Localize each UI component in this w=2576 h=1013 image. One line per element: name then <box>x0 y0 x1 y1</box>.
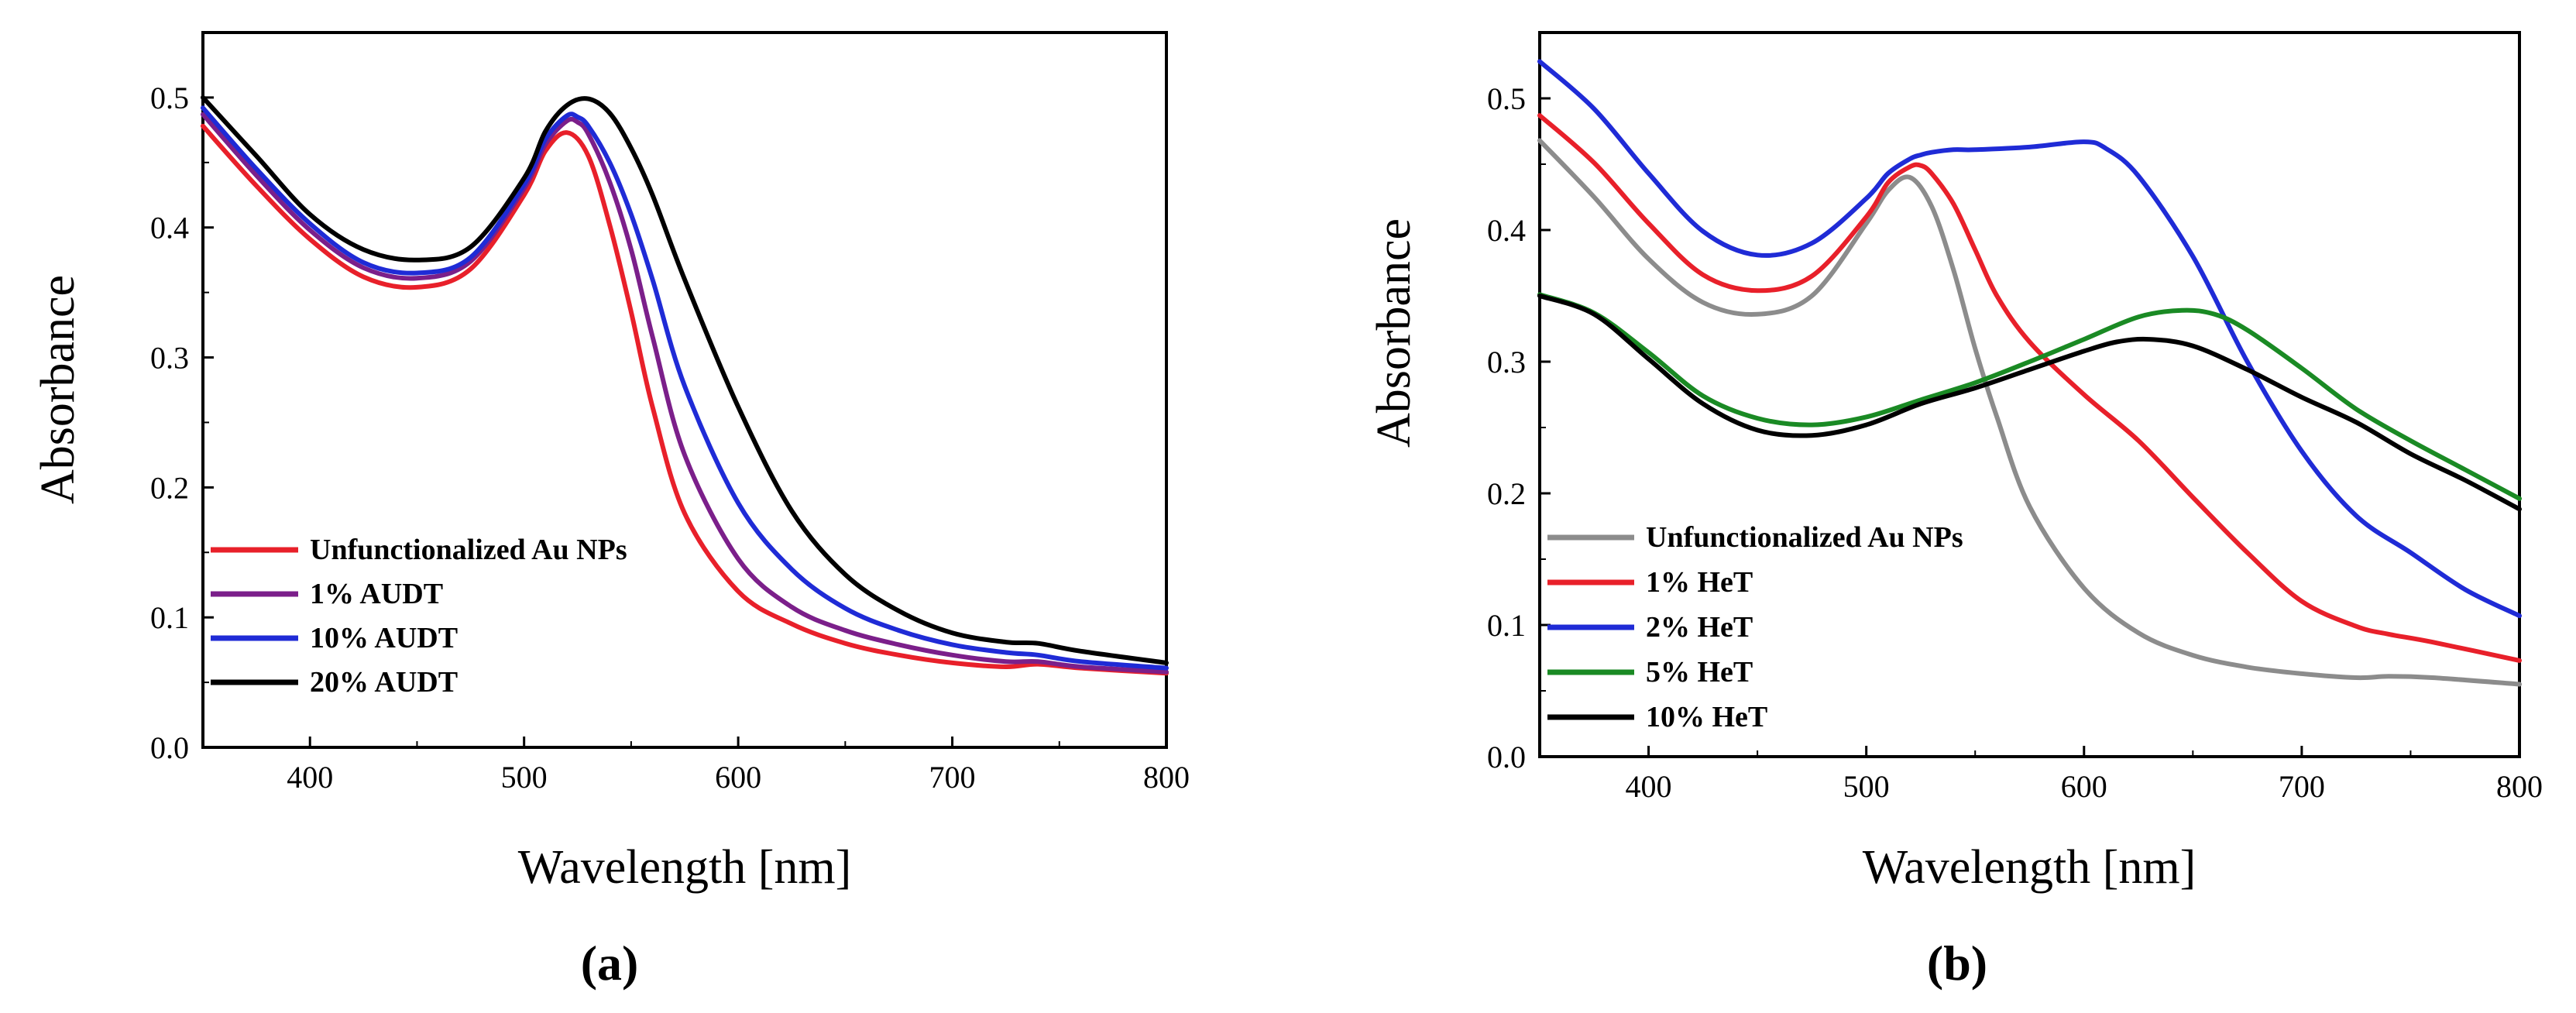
plot-frame-b <box>1538 31 2521 758</box>
x-tick-label: 600 <box>2061 769 2107 804</box>
y-axis-title-a: Absorbance <box>32 275 84 504</box>
x-axis-title-a: Wavelength [nm] <box>518 841 852 894</box>
y-tick-label: 0.5 <box>1487 81 1526 116</box>
y-tick-label: 0.1 <box>1487 608 1526 643</box>
legend-label-1: 1% HeT <box>1646 566 1753 599</box>
series-line-1 <box>1537 113 2522 663</box>
y-axis-title-b: Absorbance <box>1368 218 1420 448</box>
x-tick-label: 500 <box>1843 769 1890 804</box>
y-tick-label: 0.4 <box>1487 213 1526 248</box>
legend-label-2: 10% AUDT <box>310 622 458 654</box>
x-axis-title-b: Wavelength [nm] <box>1863 841 2196 894</box>
x-tick-label: 500 <box>501 760 548 795</box>
series-group-a <box>201 94 1169 676</box>
legend-label-0: Unfunctionalized Au NPs <box>1646 521 1963 554</box>
chart-panel-b: 400 500 600 700 800 0.0 0.1 0.2 0.3 0.4 0.5 Unfunc… <box>1368 31 2543 991</box>
legend-a: Unfunctionalized Au NPs 1% AUDT 10% AUDT 20… <box>211 534 627 699</box>
series-line-1 <box>201 112 1169 675</box>
x-tick-label: 400 <box>287 760 333 795</box>
legend-label-0: Unfunctionalized Au NPs <box>310 534 627 566</box>
legend-label-2: 2% HeT <box>1646 611 1753 644</box>
axis-ticks-a: 400 500 600 700 800 0.0 0.1 0.2 0.3 0.4 0.5 <box>150 32 1190 795</box>
y-tick-label: 0.1 <box>150 600 189 635</box>
x-tick-label: 800 <box>2496 769 2543 804</box>
x-tick-label: 400 <box>1626 769 1672 804</box>
series-line-2 <box>201 105 1169 671</box>
series-line-3 <box>201 94 1169 665</box>
y-tick-label: 0.5 <box>150 81 189 115</box>
legend-label-3: 20% AUDT <box>310 666 458 699</box>
y-tick-label: 0.3 <box>1487 345 1526 379</box>
y-tick-label: 0.2 <box>1487 476 1526 511</box>
series-line-0 <box>1537 138 2522 687</box>
series-line-0 <box>201 123 1169 676</box>
legend-label-4: 10% HeT <box>1646 701 1767 733</box>
legend-label-1: 1% AUDT <box>310 578 443 610</box>
panel-label-a: (a) <box>581 936 639 991</box>
legend-b: Unfunctionalized Au NPs 1% HeT 2% HeT 5% He… <box>1547 521 1963 733</box>
x-tick-label: 700 <box>929 760 976 795</box>
series-line-4 <box>1537 294 2522 512</box>
series-line-3 <box>1537 292 2522 501</box>
chart-panel-a: 400 500 600 700 800 0.0 0.1 0.2 0.3 0.4 0.5 Unfunc… <box>32 31 1190 991</box>
axis-ticks-b: 400 500 600 700 800 0.0 0.1 0.2 0.3 0.4 0.5 <box>1487 32 2543 804</box>
x-tick-label: 700 <box>2279 769 2325 804</box>
y-tick-label: 0.0 <box>150 730 189 765</box>
plot-frame-a <box>201 31 1168 749</box>
y-tick-label: 0.0 <box>1487 740 1526 774</box>
y-tick-label: 0.3 <box>150 341 189 376</box>
series-line-2 <box>1537 59 2522 619</box>
y-tick-label: 0.2 <box>150 470 189 505</box>
panel-label-b: (b) <box>1927 936 1987 991</box>
x-tick-label: 800 <box>1143 760 1190 795</box>
series-group-b <box>1537 59 2522 687</box>
legend-label-3: 5% HeT <box>1646 656 1753 688</box>
x-tick-label: 600 <box>715 760 761 795</box>
y-tick-label: 0.4 <box>150 211 189 246</box>
